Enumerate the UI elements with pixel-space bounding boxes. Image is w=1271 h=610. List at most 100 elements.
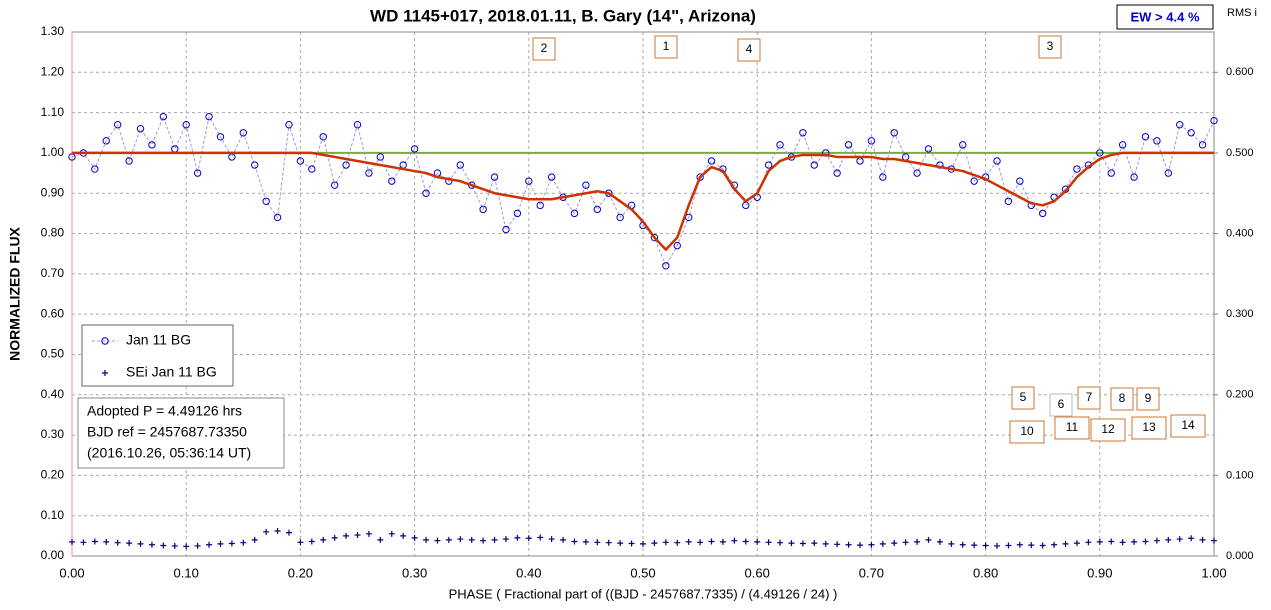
data-point	[616, 213, 624, 222]
data-point	[582, 181, 590, 189]
data-point	[1176, 121, 1184, 129]
error-point	[834, 541, 841, 548]
error-point	[651, 540, 658, 547]
error-point	[1005, 542, 1012, 549]
series-line	[71, 115, 1215, 267]
error-point	[525, 535, 532, 542]
y-tick-label: 0.70	[41, 266, 65, 280]
error-point	[640, 540, 646, 547]
error-point	[1039, 542, 1046, 549]
data-point	[1118, 141, 1127, 149]
data-point	[993, 157, 1001, 165]
error-point	[902, 539, 909, 546]
error-point	[685, 538, 692, 545]
error-point	[571, 538, 578, 545]
legend	[81, 324, 234, 387]
error-point	[914, 538, 921, 545]
error-point	[308, 538, 315, 545]
y-tick-label: 0.30	[41, 427, 65, 441]
error-point	[411, 534, 418, 541]
data-point	[1130, 173, 1138, 181]
error-point	[754, 538, 761, 545]
data-point	[1107, 169, 1115, 177]
data-point	[810, 161, 818, 169]
info-text: (2016.10.26, 05:36:14 UT)	[87, 445, 251, 461]
dip-box	[1054, 416, 1090, 440]
error-point	[1142, 538, 1149, 545]
y2-tick-label: 0.100	[1226, 469, 1254, 481]
data-point	[365, 169, 373, 177]
dip-label: 7	[1086, 390, 1093, 404]
data-point	[273, 213, 282, 222]
data-point	[399, 161, 407, 169]
error-point	[1028, 542, 1035, 549]
dip-label: 2	[541, 41, 548, 55]
data-point	[319, 133, 327, 141]
dip-box	[1110, 387, 1134, 411]
error-point	[1153, 537, 1160, 544]
error-point	[982, 542, 989, 549]
error-point	[91, 538, 98, 545]
error-point	[845, 541, 852, 548]
data-point	[91, 165, 99, 173]
y-tick-label: 1.30	[41, 24, 65, 38]
y-tick-label: 0.90	[41, 185, 65, 199]
data-point	[113, 121, 122, 129]
dip-box	[1011, 386, 1035, 410]
error-point	[925, 536, 932, 543]
error-point	[777, 539, 784, 546]
error-point	[80, 539, 87, 546]
error-point	[856, 542, 863, 549]
data-point	[102, 137, 110, 145]
error-point	[365, 530, 372, 537]
error-point	[959, 541, 966, 548]
error-point	[274, 528, 281, 535]
error-point	[548, 536, 555, 543]
data-point	[924, 145, 933, 153]
info-text: BJD ref = 2457687.73350	[87, 424, 247, 440]
error-point	[628, 540, 635, 547]
error-point	[423, 536, 430, 543]
error-point	[1188, 535, 1195, 542]
x-tick-label: 0.70	[859, 565, 884, 580]
error-point	[605, 539, 612, 546]
x-tick-label: 0.90	[1087, 565, 1112, 580]
error-point	[1073, 540, 1080, 547]
data-point	[1004, 197, 1013, 205]
error-point	[103, 538, 110, 545]
error-point	[263, 528, 270, 535]
error-point	[491, 536, 498, 543]
error-point	[1211, 537, 1217, 544]
data-point	[593, 205, 602, 214]
error-point	[708, 538, 715, 545]
x-tick-label: 0.50	[630, 565, 655, 580]
y2-tick-label: 0.300	[1226, 308, 1254, 320]
error-point	[1131, 538, 1138, 545]
data-point	[1164, 169, 1173, 177]
error-point	[445, 536, 452, 543]
dip-box	[1131, 416, 1167, 440]
y2-tick-label: 0.200	[1226, 389, 1254, 401]
y-tick-label: 0.50	[41, 347, 65, 361]
data-point	[776, 141, 784, 149]
y-tick-label: 0.40	[41, 387, 65, 401]
error-point	[377, 536, 384, 543]
error-point	[1165, 536, 1172, 543]
error-point	[1085, 539, 1092, 546]
y-tick-label: 0.80	[41, 226, 65, 240]
error-point	[971, 542, 978, 549]
data-point	[1153, 137, 1161, 145]
data-point	[867, 137, 876, 145]
legend-marker	[101, 337, 109, 345]
data-point	[376, 153, 385, 161]
info-text: Adopted P = 4.49126 hrs	[87, 403, 242, 419]
error-point	[799, 540, 806, 547]
x-tick-label: 1.00	[1201, 565, 1226, 580]
data-point	[513, 209, 522, 218]
x-tick-label: 0.40	[516, 565, 541, 580]
data-point	[193, 169, 202, 177]
data-point	[1039, 209, 1047, 218]
x-tick-label: 0.10	[174, 565, 199, 580]
error-point	[126, 540, 133, 547]
grid	[71, 31, 1215, 557]
